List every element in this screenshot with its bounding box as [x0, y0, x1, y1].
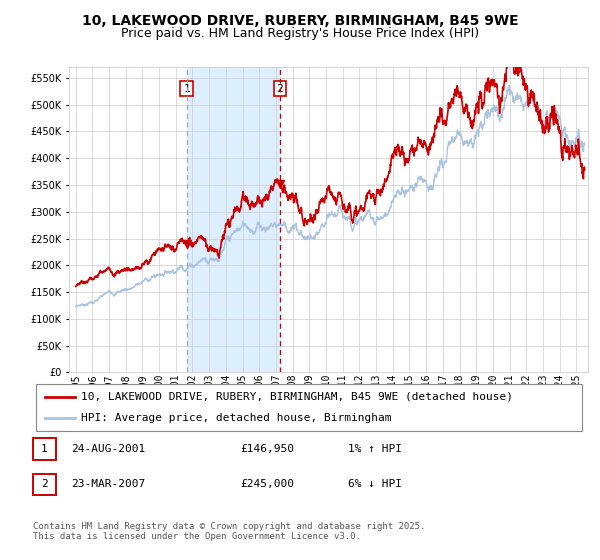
Bar — [187, 67, 280, 372]
Text: HPI: Average price, detached house, Birmingham: HPI: Average price, detached house, Birm… — [81, 413, 392, 423]
Text: Price paid vs. HM Land Registry's House Price Index (HPI): Price paid vs. HM Land Registry's House … — [121, 27, 479, 40]
Text: 23-MAR-2007: 23-MAR-2007 — [71, 479, 145, 489]
Text: 1: 1 — [41, 444, 48, 454]
Text: Contains HM Land Registry data © Crown copyright and database right 2025.
This d: Contains HM Land Registry data © Crown c… — [33, 522, 425, 542]
Text: 10, LAKEWOOD DRIVE, RUBERY, BIRMINGHAM, B45 9WE: 10, LAKEWOOD DRIVE, RUBERY, BIRMINGHAM, … — [82, 14, 518, 28]
Text: 1: 1 — [183, 83, 190, 94]
Text: 24-AUG-2001: 24-AUG-2001 — [71, 444, 145, 454]
Text: 2: 2 — [41, 479, 48, 489]
Text: 6% ↓ HPI: 6% ↓ HPI — [348, 479, 402, 489]
Text: £146,950: £146,950 — [240, 444, 294, 454]
Text: £245,000: £245,000 — [240, 479, 294, 489]
Text: 2: 2 — [277, 83, 283, 94]
Text: 10, LAKEWOOD DRIVE, RUBERY, BIRMINGHAM, B45 9WE (detached house): 10, LAKEWOOD DRIVE, RUBERY, BIRMINGHAM, … — [81, 392, 513, 402]
Text: 1% ↑ HPI: 1% ↑ HPI — [348, 444, 402, 454]
